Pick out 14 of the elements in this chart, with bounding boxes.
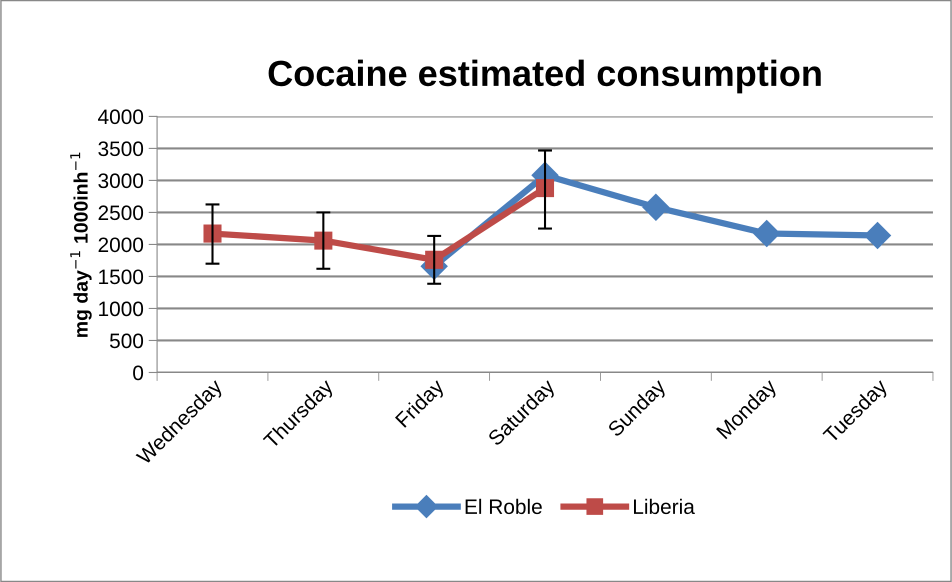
- legend-label: Liberia: [634, 498, 695, 514]
- y-tick-label: 3000: [98, 173, 144, 188]
- y-tick-label: 1000: [99, 301, 144, 316]
- y-tick-label: 1500: [99, 269, 144, 284]
- chart-title: Cocaine estimated consumption: [268, 60, 821, 94]
- y-tick-label: 4000: [98, 109, 144, 124]
- y-tick-label: 2500: [98, 205, 144, 220]
- y-tick-label: 0: [133, 365, 144, 380]
- y-tick-label: 500: [110, 333, 144, 348]
- legend-label: El Roble: [466, 498, 542, 514]
- y-tick-label: 2000: [98, 237, 144, 252]
- point: [642, 194, 670, 221]
- y-tick-label: 3500: [98, 141, 144, 156]
- y-axis-title: mg day$^{−1}$ 1000inh$^{−1}$: [70, 152, 92, 337]
